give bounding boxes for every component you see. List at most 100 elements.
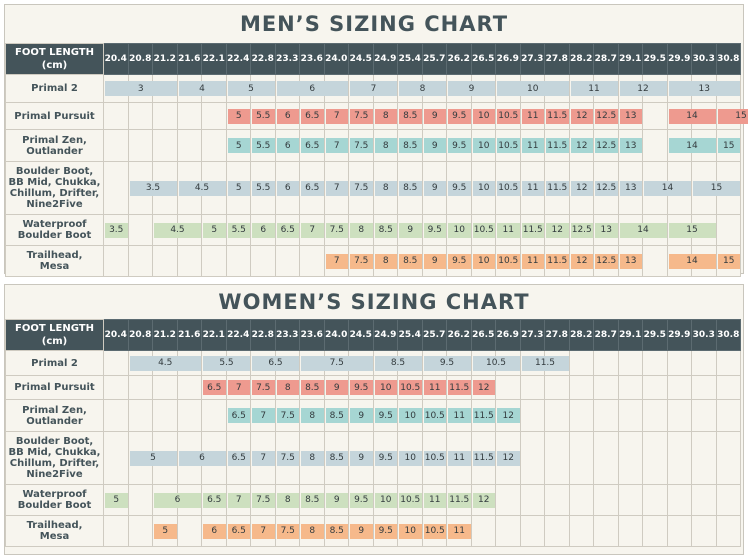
womens-size-cell: 5: [127, 431, 177, 485]
mens-foot-length-col-header: 20.8: [127, 43, 153, 75]
mens-size-cell: 4.5: [152, 214, 201, 246]
mens-size-cell: 6: [274, 161, 300, 215]
womens-size-value: 9: [350, 523, 373, 539]
mens-size-cell: 11: [519, 129, 545, 162]
womens-size-value: 6: [154, 492, 201, 508]
mens-size-value: 12: [619, 81, 667, 96]
mens-size-cell: [176, 129, 202, 162]
womens-size-cell: 7: [250, 515, 276, 547]
mens-table-row: Waterproof Boulder Boot 3.5 4.5 5 5.5 6 6.5 7 7.5…: [5, 214, 741, 246]
womens-size-cell: [642, 515, 668, 547]
mens-size-value: 5: [227, 180, 250, 196]
mens-row-label: Trailhead, Mesa: [5, 245, 104, 277]
mens-size-value: 11: [521, 138, 544, 153]
womens-row-label: Boulder Boot, BB Mid, Chukka, Chillum, Dri…: [5, 431, 104, 485]
mens-size-cell: 8: [397, 74, 446, 103]
mens-size-cell: 12.5: [593, 245, 619, 277]
womens-size-value: 7: [227, 492, 250, 508]
womens-size-value: 5: [129, 450, 177, 466]
womens-size-cell: [544, 515, 570, 547]
womens-size-value: 9.5: [350, 380, 373, 395]
mens-size-value: 14: [644, 180, 691, 196]
mens-size-cell: 10.5: [495, 102, 521, 130]
mens-size-cell: [152, 129, 178, 162]
mens-size-value: 12.5: [595, 180, 618, 196]
womens-row-label: Trailhead, Mesa: [5, 515, 104, 547]
womens-foot-length-col-header: 21.2: [152, 319, 178, 351]
mens-size-cell: 15: [666, 214, 716, 246]
mens-size-cell: 6.5: [274, 214, 300, 246]
womens-size-cell: 10: [372, 375, 398, 400]
womens-size-cell: [691, 484, 717, 516]
mens-size-value: 9: [399, 222, 422, 238]
womens-size-value: 6.5: [227, 408, 250, 423]
mens-size-cell: 3: [103, 74, 177, 103]
womens-size-cell: 7.5: [299, 350, 373, 376]
mens-size-value: 15: [668, 222, 716, 238]
mens-size-cell: 14: [666, 129, 716, 162]
womens-size-value: 9: [325, 492, 348, 508]
mens-size-value: 9: [423, 108, 446, 124]
womens-size-cell: 10.5: [421, 399, 447, 432]
mens-size-value: 4.5: [154, 222, 201, 238]
mens-chart-title: MEN’S SIZING CHART: [239, 12, 509, 36]
mens-size-cell: 15: [715, 245, 741, 277]
mens-size-value: 9: [423, 180, 446, 196]
mens-foot-length-col-header: 23.3: [274, 43, 300, 75]
womens-table-row: Primal 2 4.5 5.5 6.5 7.5 8.5 9.5 10.5 11.5: [5, 350, 741, 376]
womens-size-cell: [642, 375, 668, 400]
mens-size-cell: 9: [421, 129, 447, 162]
mens-foot-length-col-header: 25.7: [421, 43, 447, 75]
mens-size-value: 10.5: [497, 253, 520, 269]
mens-size-cell: 4: [176, 74, 226, 103]
womens-size-value: 12: [497, 450, 520, 466]
mens-size-value: 3.5: [105, 222, 128, 238]
mens-size-cell: 6.5: [299, 102, 325, 130]
mens-size-cell: 5: [225, 161, 251, 215]
mens-size-cell: 13: [593, 214, 619, 246]
mens-foot-length-col-header: 29.5: [642, 43, 668, 75]
mens-size-value: 9.5: [448, 108, 471, 124]
mens-size-cell: 7: [299, 214, 325, 246]
womens-size-cell: 10.5: [421, 515, 447, 547]
mens-size-value: 15: [717, 253, 740, 269]
mens-size-cell: 12: [617, 74, 667, 103]
mens-size-cell: 15: [715, 129, 741, 162]
womens-size-cell: 11: [421, 484, 447, 516]
mens-size-value: 11: [521, 180, 544, 196]
mens-size-cell: 12.5: [593, 102, 619, 130]
mens-size-cell: 6.5: [299, 161, 325, 215]
mens-foot-length-col-header: 22.8: [250, 43, 276, 75]
womens-size-value: 9.5: [374, 408, 397, 423]
mens-size-cell: 12.5: [593, 129, 619, 162]
womens-size-cell: 6.5: [225, 515, 251, 547]
womens-size-cell: 9: [348, 399, 374, 432]
mens-size-cell: [715, 214, 741, 246]
womens-size-cell: 8.5: [323, 399, 349, 432]
womens-size-cell: 8.5: [372, 350, 422, 376]
mens-size-value: 7: [325, 253, 348, 269]
mens-size-cell: 12: [544, 214, 570, 246]
mens-size-cell: 10.5: [470, 214, 496, 246]
womens-size-cell: [127, 375, 153, 400]
mens-size-value: 10.5: [497, 138, 520, 153]
mens-size-cell: 8: [372, 245, 398, 277]
womens-size-value: 6.5: [203, 492, 226, 508]
womens-size-cell: [568, 431, 594, 485]
womens-size-value: 9.5: [423, 355, 471, 371]
womens-size-cell: 6.5: [201, 375, 227, 400]
womens-size-cell: [666, 431, 692, 485]
womens-size-value: 6.5: [203, 380, 226, 395]
mens-size-cell: 11.5: [544, 161, 570, 215]
womens-size-cell: [568, 515, 594, 547]
mens-size-value: 8.5: [399, 180, 422, 196]
mens-size-value: 8: [374, 138, 397, 153]
mens-size-value: 12: [570, 180, 593, 196]
mens-size-value: 6: [276, 180, 299, 196]
mens-size-value: 8: [374, 108, 397, 124]
womens-foot-length-col-header: 22.8: [250, 319, 276, 351]
mens-size-value: 9: [423, 253, 446, 269]
womens-size-cell: [176, 375, 202, 400]
womens-foot-length-col-header: 22.4: [225, 319, 251, 351]
womens-size-cell: [103, 515, 129, 547]
